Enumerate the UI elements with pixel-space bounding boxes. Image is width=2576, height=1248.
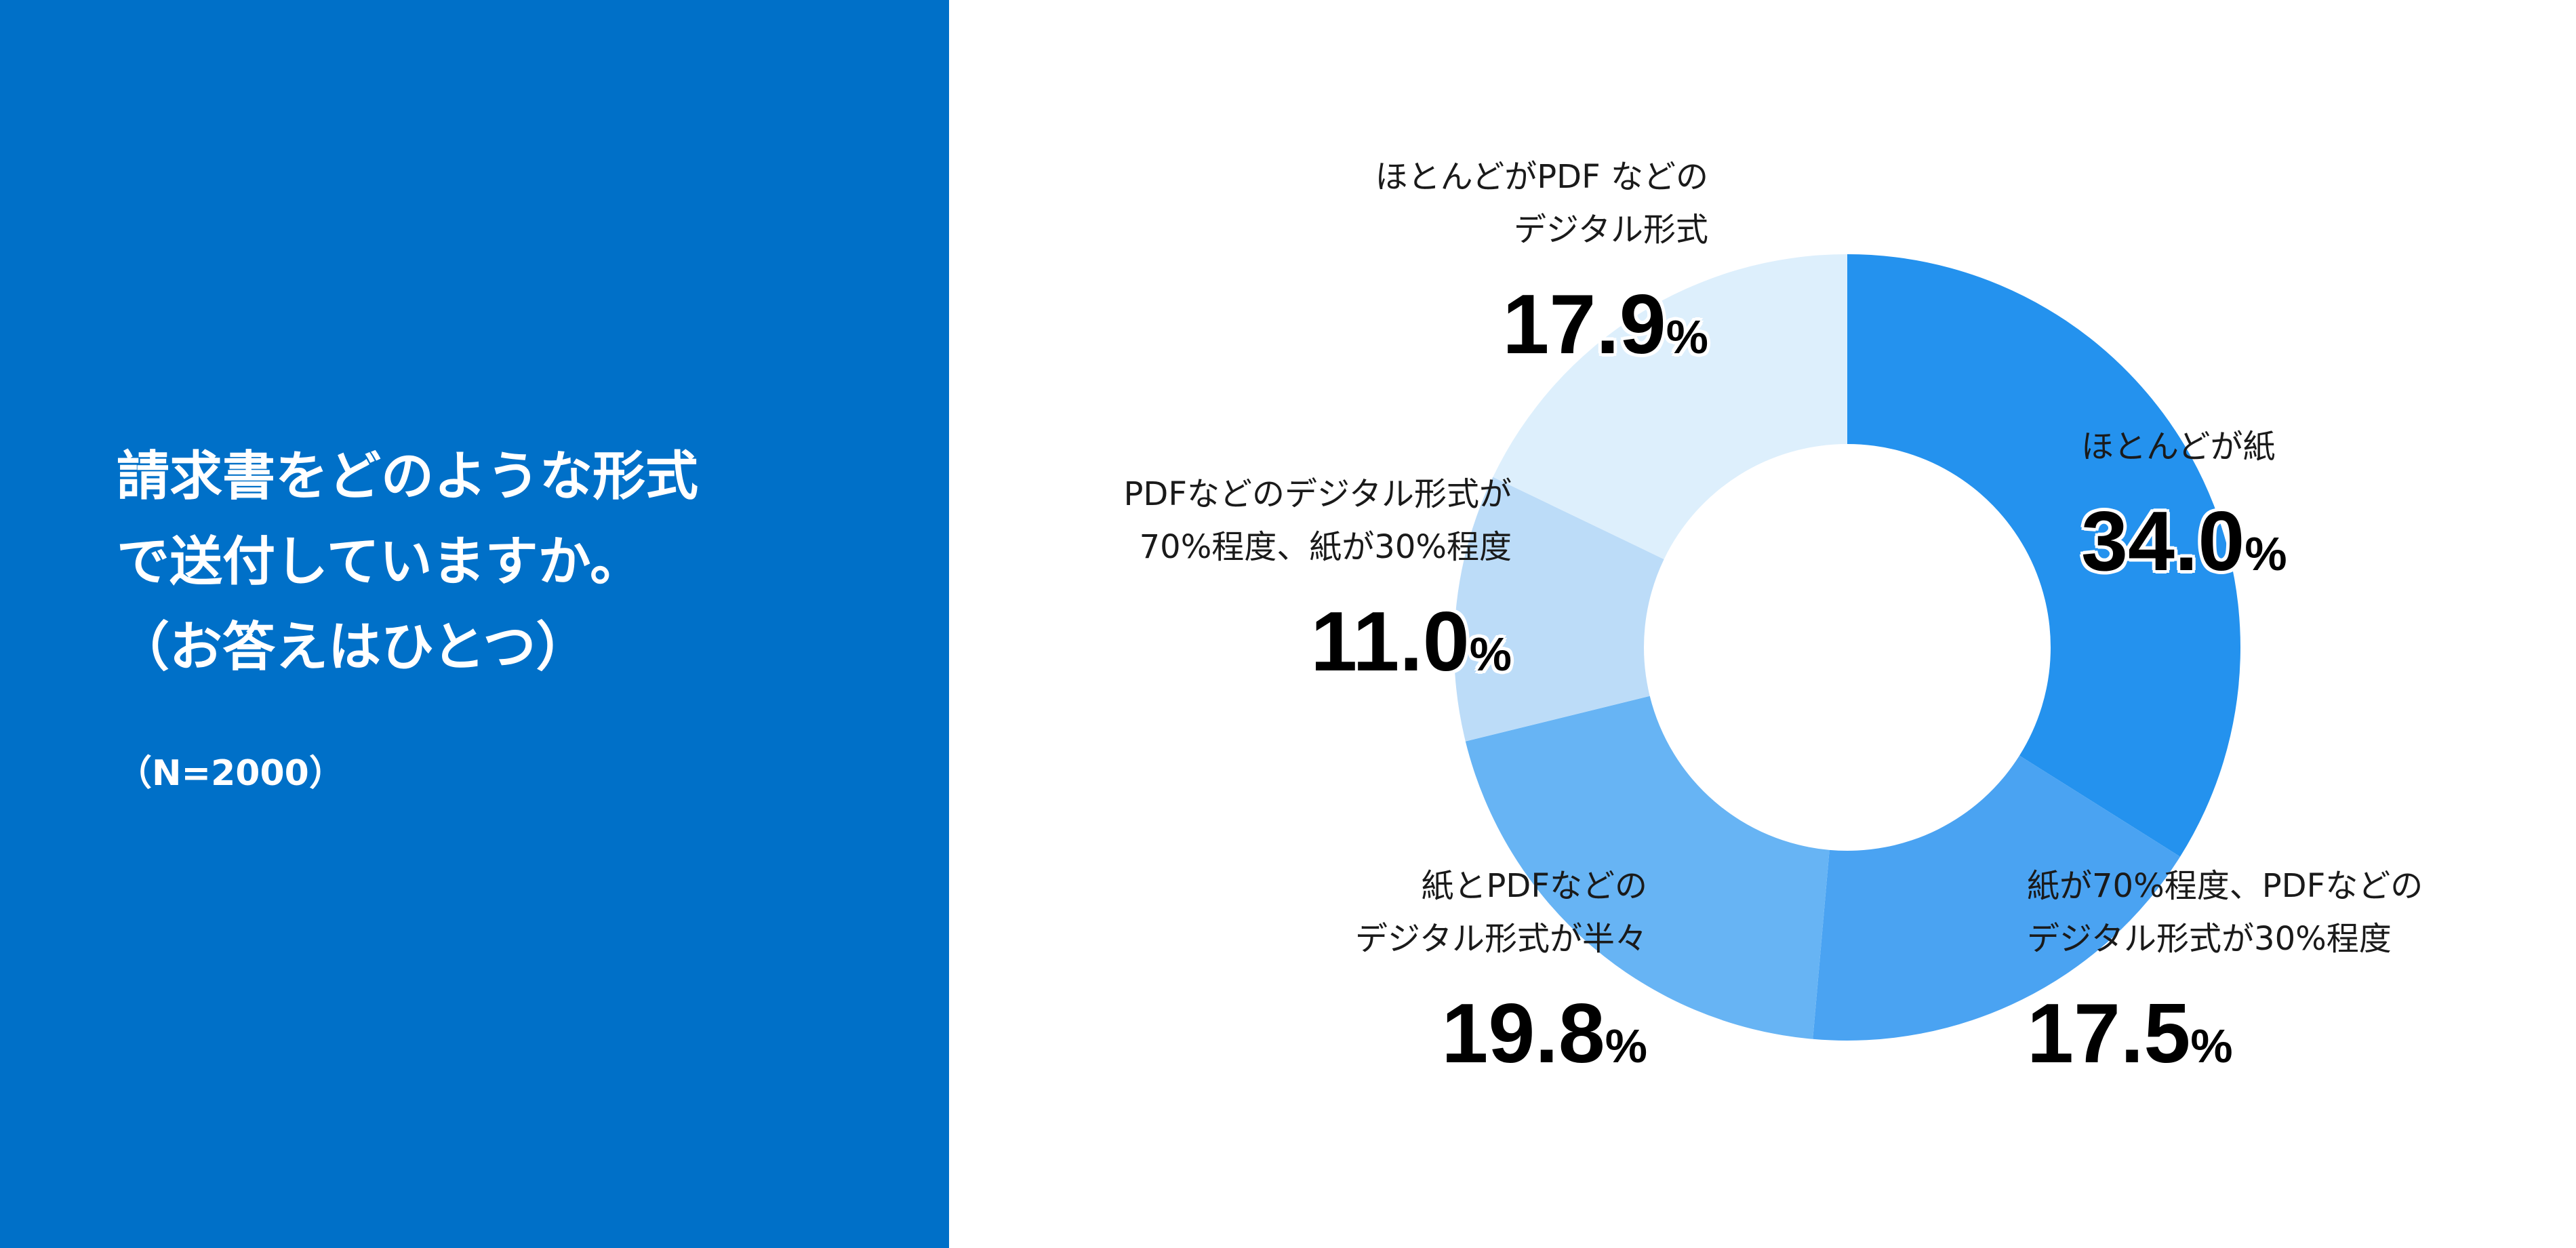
slice-value: 11.0% [949,598,1512,698]
slice-label: 紙とPDFなどの デジタル形式が半々 [1354,867,1647,958]
donut-slice-1 [1813,755,2181,1041]
sample-size: （N=2000） [117,753,344,794]
slice-value-number: 11.0 [1310,595,1470,689]
donut-slice-3 [1454,477,1664,742]
slice-value-number: 19.8 [1441,987,1605,1081]
label-mostly-digital: ほとんどがPDF などの デジタル形式 17.9% [1152,150,1708,381]
slice-value: 17.9% [1152,281,1708,381]
slice-value-unit: % [1605,1020,1647,1072]
slice-value: 17.5% [2027,990,2423,1090]
slice-value: 19.8% [1085,990,1647,1090]
slice-value-unit: % [2190,1020,2233,1072]
label-half-half: 紙とPDFなどの デジタル形式が半々 19.8% [1085,860,1647,1090]
slice-value-unit: % [1666,310,1708,363]
slice-value-number: 34.0 [2081,495,2245,588]
donut-slice-2 [1465,696,1830,1039]
slice-value-unit: % [1469,628,1512,681]
question-panel: 請求書をどのような形式 で送付していますか。 （お答えはひとつ） （N=2000… [0,0,949,1248]
label-paper-70: 紙が70%程度、PDFなどの デジタル形式が30%程度 17.5% [2027,860,2423,1090]
slice-label: ほとんどが紙 [2081,428,2276,466]
label-mostly-paper: ほとんどが紙 34.0% [2081,420,2287,598]
slice-label: PDFなどのデジタル形式が 70%程度、紙が30%程度 [1123,475,1512,566]
donut-slice-4 [1493,254,1847,559]
slice-value-number: 17.9 [1502,278,1666,371]
slice-value-unit: % [2245,527,2287,580]
slice-label: ほとんどがPDF などの デジタル形式 [1375,158,1708,249]
slice-value: 34.0% [2081,498,2287,598]
question-title: 請求書をどのような形式 で送付していますか。 （お答えはひとつ） [117,446,699,678]
donut-slice-0 [1847,254,2240,857]
slice-label: 紙が70%程度、PDFなどの デジタル形式が30%程度 [2027,867,2423,958]
slice-value-number: 17.5 [2027,987,2191,1081]
label-digital-70: PDFなどのデジタル形式が 70%程度、紙が30%程度 11.0% [949,468,1512,698]
